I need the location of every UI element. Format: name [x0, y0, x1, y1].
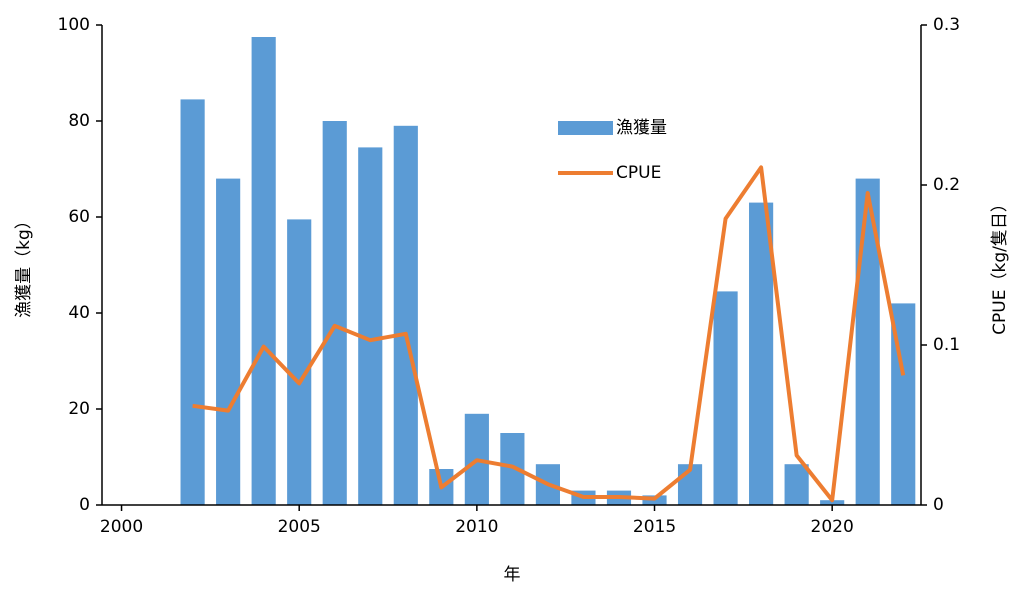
x-axis-label: 年 — [504, 565, 521, 585]
bar — [820, 500, 845, 505]
y2-tick-label: 0 — [933, 495, 944, 515]
bar — [287, 219, 312, 505]
line — [192, 165, 906, 503]
bar — [713, 291, 738, 505]
x-tick-label: 2015 — [633, 517, 676, 537]
bar — [784, 464, 809, 505]
x-tick-label: 2000 — [100, 517, 143, 537]
x-tick-label: 2010 — [455, 517, 498, 537]
y-tick-label: 60 — [68, 207, 90, 227]
y-axis-label: 漁獲量（kg） — [14, 212, 34, 318]
y-tick-label: 20 — [68, 399, 90, 419]
legend-label: CPUE — [616, 163, 661, 183]
y-tick-label: 0 — [79, 495, 90, 515]
legend-label: 漁獲量 — [616, 118, 667, 138]
y2-tick-label: 0.3 — [933, 15, 960, 35]
y2-axis-label: CPUE（kg/隻日） — [990, 195, 1010, 335]
y2-tick-label: 0.1 — [933, 335, 960, 355]
bar — [216, 178, 241, 505]
bar — [251, 37, 276, 505]
bar — [749, 202, 774, 505]
bar — [180, 99, 205, 506]
bar — [322, 121, 347, 505]
y2-tick-label: 0.2 — [933, 175, 960, 195]
bar — [358, 147, 383, 505]
legend-swatch — [558, 121, 613, 135]
bar — [393, 125, 418, 506]
y-tick-label: 40 — [68, 303, 90, 323]
y-tick-label: 80 — [68, 111, 90, 131]
x-tick-label: 2005 — [278, 517, 321, 537]
y-tick-label: 100 — [58, 15, 90, 35]
x-tick-label: 2020 — [811, 517, 854, 537]
